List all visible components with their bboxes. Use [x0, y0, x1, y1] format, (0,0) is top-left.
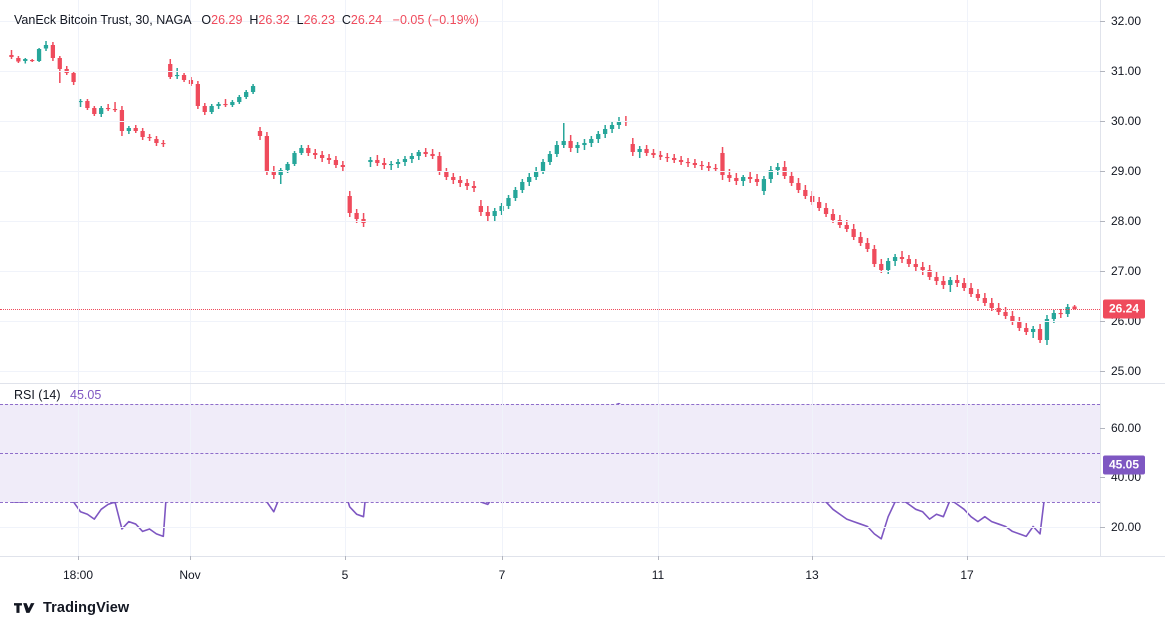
- tradingview-wordmark: TradingView: [43, 600, 130, 616]
- time-axis-label: Nov: [179, 568, 201, 582]
- price-axis-tick: [1100, 271, 1105, 272]
- time-axis-tick: [658, 556, 659, 560]
- price-scale-axis[interactable]: 32.00 31.00 30.00 29.00 28.00 27.00 26.00 25.00…: [1100, 0, 1165, 556]
- high-key: H: [249, 13, 259, 27]
- time-gridline: [967, 384, 968, 556]
- price-axis-tick: [1100, 221, 1105, 222]
- time-gridline: [967, 0, 968, 383]
- time-scale-axis[interactable]: 18:00 Nov 5 7 11 13 17: [0, 556, 1165, 590]
- price-axis-label: 27.00: [1111, 264, 1142, 278]
- time-gridline: [502, 384, 503, 556]
- rsi-legend: RSI (14) 45.05: [14, 388, 101, 402]
- time-axis-tick: [502, 556, 503, 560]
- time-gridline: [345, 384, 346, 556]
- open-key: O: [201, 13, 212, 27]
- low-value: 26.23: [303, 13, 335, 27]
- price-axis-tick: [1100, 321, 1105, 322]
- time-gridline: [812, 0, 813, 383]
- price-gridline: [0, 271, 1100, 272]
- price-axis-tick: [1100, 171, 1105, 172]
- price-axis-label: 28.00: [1111, 214, 1142, 228]
- time-axis-label: 17: [960, 568, 974, 582]
- rsi-value-badge: 45.05: [1103, 455, 1146, 475]
- time-axis-tick: [812, 556, 813, 560]
- time-axis-label: 5: [341, 568, 349, 582]
- open-value: 26.29: [211, 13, 243, 27]
- price-axis-tick: [1100, 121, 1105, 122]
- low-key: L: [296, 13, 304, 27]
- time-gridline: [658, 0, 659, 383]
- rsi-axis-tick: [1100, 477, 1105, 479]
- change-value: −0.05 (−0.19%): [392, 13, 479, 27]
- time-gridline: [190, 384, 191, 556]
- high-value: 26.32: [258, 13, 290, 27]
- time-gridline: [78, 0, 79, 383]
- rsi-axis-tick: [1100, 428, 1105, 430]
- ohlc-values: O26.29 H26.32 L26.23 C26.24: [201, 13, 385, 27]
- rsi-level-line: [0, 452, 1100, 454]
- current-price-line: [0, 309, 1100, 310]
- price-axis-tick: [1100, 371, 1105, 372]
- price-gridline: [0, 371, 1100, 372]
- time-gridline: [658, 384, 659, 556]
- time-gridline: [78, 384, 79, 556]
- chart-legend: VanEck Bitcoin Trust, 30, NAGA O26.29 H2…: [14, 12, 479, 28]
- rsi-axis-label: 60.00: [1111, 421, 1142, 436]
- pane-separator[interactable]: [0, 383, 1165, 384]
- time-axis-label: 11: [651, 568, 665, 582]
- rsi-axis-label: 20.00: [1111, 519, 1142, 534]
- price-axis-tick: [1100, 71, 1105, 72]
- time-axis-label: 7: [498, 568, 506, 582]
- bottom-bar: [0, 590, 1165, 626]
- current-price-badge: 26.24: [1103, 299, 1146, 319]
- price-gridline: [0, 321, 1100, 322]
- price-axis-label: 29.00: [1111, 164, 1142, 178]
- price-axis-label: 30.00: [1111, 114, 1142, 128]
- tradingview-brand[interactable]: TradingView: [14, 600, 129, 616]
- time-axis-tick: [345, 556, 346, 560]
- time-axis-label: 13: [805, 568, 819, 582]
- axis-divider: [1100, 0, 1101, 556]
- price-axis-label: 32.00: [1111, 14, 1142, 28]
- price-axis-label: 25.00: [1111, 364, 1142, 378]
- price-axis-tick: [1100, 21, 1105, 22]
- price-axis-label: 31.00: [1111, 64, 1142, 78]
- tradingview-logo-icon: [14, 601, 36, 615]
- rsi-gridline: [0, 526, 1100, 528]
- price-gridline: [0, 171, 1100, 172]
- price-gridline: [0, 221, 1100, 222]
- time-gridline: [812, 384, 813, 556]
- time-gridline: [345, 0, 346, 383]
- rsi-label[interactable]: RSI (14): [14, 388, 61, 402]
- time-axis-divider: [0, 556, 1165, 557]
- price-gridline: [0, 21, 1100, 22]
- rsi-current-value: 45.05: [70, 388, 102, 402]
- symbol-label[interactable]: VanEck Bitcoin Trust, 30, NAGA: [14, 13, 191, 27]
- rsi-level-line: [0, 501, 1100, 503]
- price-gridline: [0, 71, 1100, 72]
- time-axis-label: 18:00: [62, 568, 94, 582]
- rsi-pane[interactable]: [0, 384, 1100, 556]
- rsi-axis-tick: [1100, 526, 1105, 528]
- time-axis-tick: [190, 556, 191, 560]
- time-axis-tick: [78, 556, 79, 560]
- close-value: 26.24: [350, 13, 383, 27]
- price-gridline: [0, 121, 1100, 122]
- rsi-level-line: [0, 403, 1100, 405]
- time-gridline: [502, 0, 503, 383]
- candlestick-series: [9, 41, 1077, 345]
- price-chart-pane[interactable]: [0, 0, 1100, 383]
- close-key: C: [341, 13, 351, 27]
- time-gridline: [190, 0, 191, 383]
- time-axis-tick: [967, 556, 968, 560]
